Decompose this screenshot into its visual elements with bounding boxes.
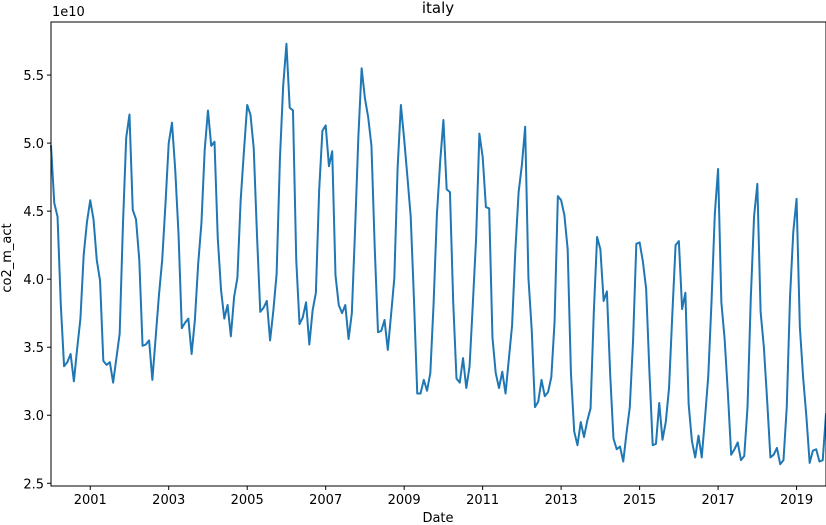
y-tick-label: 5.5 [23,69,44,84]
series-line-co2 [50,42,826,466]
y-tick-label: 4.0 [23,273,44,288]
x-axis: 2001 2003 2005 2007 2009 2011 2013 2015 2017 2019 [74,486,813,508]
x-tick-label: 2013 [545,493,578,508]
y-tick-label: 3.0 [23,409,44,424]
axes-frame [50,21,826,487]
x-tick-label: 2005 [231,493,264,508]
x-tick-label: 2015 [623,493,656,508]
x-tick-label: 2003 [152,493,185,508]
x-axis-label: Date [422,511,453,525]
x-tick-label: 2017 [702,493,735,508]
x-tick-label: 2019 [780,493,813,508]
chart-title: italy [422,0,454,17]
y-tick-label: 2.5 [23,477,44,492]
y-tick-label: 3.5 [23,341,44,356]
plot-area [50,42,826,466]
y-tick-label: 5.0 [23,137,44,152]
y-axis-label: co2_m_act [0,223,15,292]
y-axis: 2.5 3.0 3.5 4.0 4.5 5.0 5.5 [23,69,51,492]
x-tick-label: 2009 [388,493,421,508]
x-tick-label: 2011 [466,493,499,508]
y-offset-label: 1e10 [52,5,85,20]
y-tick-label: 4.5 [23,205,44,220]
x-tick-label: 2007 [309,493,342,508]
x-tick-label: 2001 [74,493,107,508]
